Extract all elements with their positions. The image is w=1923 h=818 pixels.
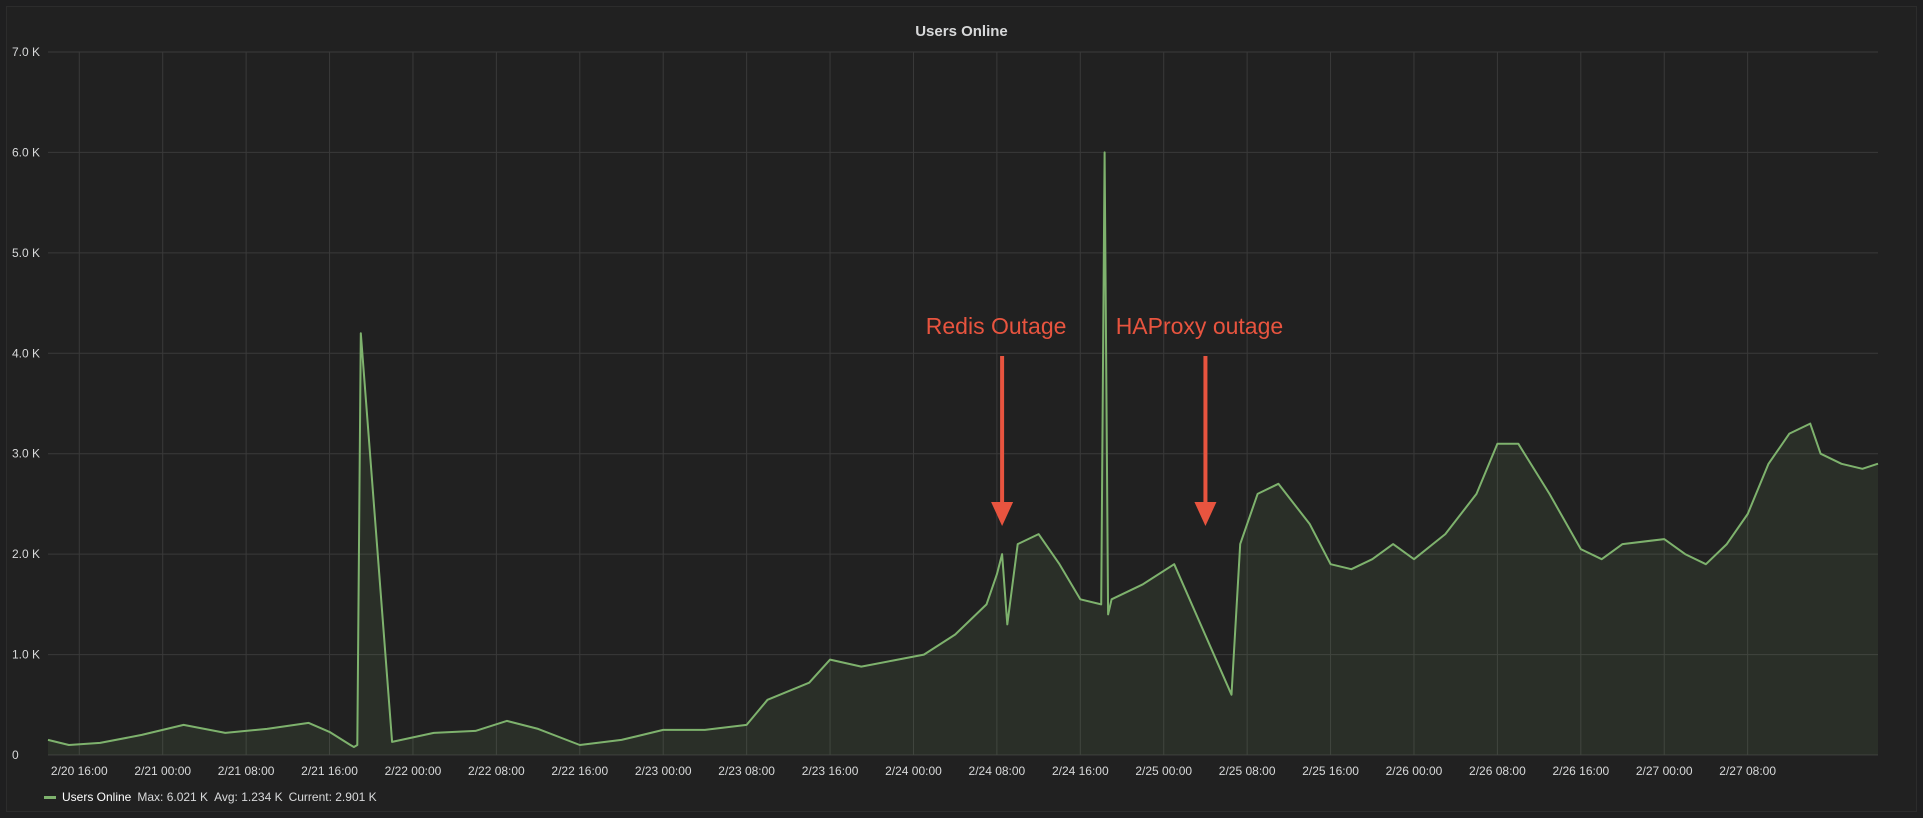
x-tick-label: 2/20 16:00 (51, 764, 108, 778)
legend-current: Current: 2.901 K (288, 790, 377, 804)
x-tick-label: 2/23 00:00 (635, 764, 692, 778)
y-tick-label: 7.0 K (12, 45, 40, 59)
y-tick-label: 0 (12, 748, 19, 762)
annotation: Redis Outage (926, 313, 1067, 527)
x-tick-label: 2/25 00:00 (1135, 764, 1192, 778)
graph-panel: Users Online (6, 6, 1917, 812)
annotation-arrow-head (991, 502, 1014, 527)
annotations: Redis Outage HAProxy outage (926, 313, 1283, 527)
x-tick-label: 2/27 08:00 (1719, 764, 1776, 778)
annotation-arrow-head (1194, 502, 1217, 527)
x-tick-label: 2/26 08:00 (1469, 764, 1526, 778)
x-tick-label: 2/22 16:00 (551, 764, 608, 778)
x-tick-label: 2/22 08:00 (468, 764, 525, 778)
annotation: HAProxy outage (1116, 313, 1283, 527)
y-tick-label: 5.0 K (12, 246, 40, 260)
legend-swatch (44, 795, 56, 799)
legend-avg: Avg: 1.234 K (214, 790, 283, 804)
legend-max: Max: 6.021 K (137, 790, 209, 804)
legend: Users Online Max: 6.021 K Avg: 1.234 K C… (44, 790, 377, 804)
x-tick-label: 2/24 16:00 (1052, 764, 1109, 778)
x-tick-label: 2/24 08:00 (969, 764, 1026, 778)
panel-title[interactable]: Users Online (915, 23, 1008, 40)
legend-series-name[interactable]: Users Online (62, 790, 132, 804)
x-tick-label: 2/21 00:00 (134, 764, 191, 778)
x-tick-label: 2/25 08:00 (1219, 764, 1276, 778)
series-line (47, 151, 1879, 748)
x-tick-label: 2/27 00:00 (1636, 764, 1693, 778)
x-tick-label: 2/26 00:00 (1386, 764, 1443, 778)
y-axis: 0 1.0 K 2.0 K 3.0 K 4.0 K 5.0 K 6.0 K 7.0 K (12, 45, 40, 762)
y-tick-label: 1.0 K (12, 648, 40, 662)
x-tick-label: 2/24 00:00 (885, 764, 942, 778)
x-tick-label: 2/23 08:00 (718, 764, 775, 778)
series-area (48, 152, 1878, 755)
x-tick-label: 2/21 16:00 (301, 764, 358, 778)
x-tick-label: 2/23 16:00 (802, 764, 859, 778)
x-tick-label: 2/22 00:00 (385, 764, 442, 778)
x-tick-label: 2/26 16:00 (1552, 764, 1609, 778)
annotation-label: Redis Outage (926, 313, 1067, 339)
grid (48, 51, 1878, 756)
y-tick-label: 2.0 K (12, 547, 40, 561)
x-axis: 2/20 16:00 2/21 00:00 2/21 08:00 2/21 16:00… (51, 764, 1776, 778)
x-tick-label: 2/21 08:00 (218, 764, 275, 778)
x-tick-label: 2/25 16:00 (1302, 764, 1359, 778)
annotation-label: HAProxy outage (1116, 313, 1283, 339)
y-tick-label: 4.0 K (12, 346, 40, 360)
y-tick-label: 6.0 K (12, 145, 40, 159)
y-tick-label: 3.0 K (12, 447, 40, 461)
